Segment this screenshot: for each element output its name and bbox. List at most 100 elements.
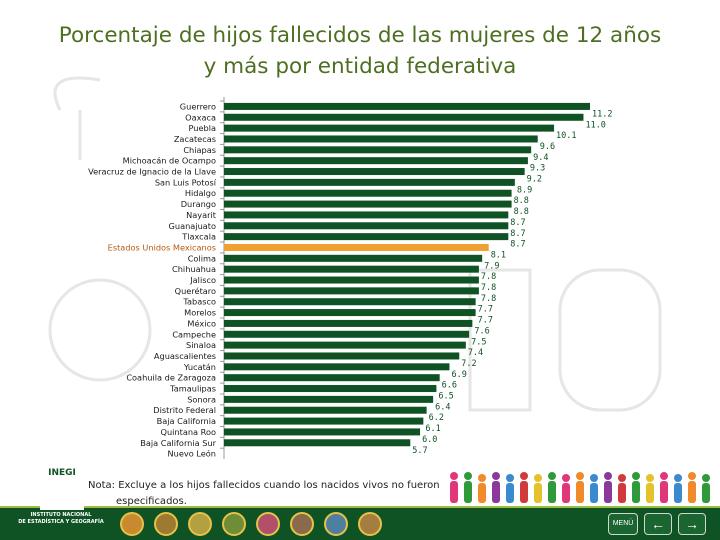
category-label: Oaxaca xyxy=(185,112,216,122)
bar xyxy=(224,352,460,360)
topic-icon-6[interactable] xyxy=(290,512,314,536)
data-label: 8.7 xyxy=(510,229,525,239)
next-arrow-icon[interactable]: → xyxy=(678,513,706,535)
menu-button[interactable]: MENÚ xyxy=(608,513,638,535)
topic-icon-2[interactable] xyxy=(154,512,178,536)
bar xyxy=(224,200,512,208)
category-label: Aguascalientes xyxy=(154,351,216,361)
bar xyxy=(224,417,424,425)
logo-text: INEGI xyxy=(48,468,76,478)
category-label: Morelos xyxy=(184,308,216,318)
category-label: Nuevo León xyxy=(168,449,216,459)
category-label: Querétaro xyxy=(175,286,216,296)
data-label: 7.7 xyxy=(478,316,493,326)
bar xyxy=(224,254,483,262)
category-label: Nayarit xyxy=(186,210,217,220)
topic-icon-4[interactable] xyxy=(222,512,246,536)
topic-icon-5[interactable] xyxy=(256,512,280,536)
data-label: 9.2 xyxy=(527,175,542,185)
category-label: Michoacán de Ocampo xyxy=(123,156,216,166)
category-label: Jalisco xyxy=(189,275,216,285)
category-label: Baja California xyxy=(157,416,216,426)
data-label: 9.6 xyxy=(540,142,555,152)
category-label: Chiapas xyxy=(183,145,216,155)
category-label: Sinaloa xyxy=(186,340,216,350)
data-label: 8.7 xyxy=(510,218,525,228)
data-label: 5.7 xyxy=(412,446,427,456)
category-label: Estados Unidos Mexicanos xyxy=(108,242,216,252)
data-label: 7.7 xyxy=(478,305,493,315)
category-label: Campeche xyxy=(172,329,216,339)
category-label: Tlaxcala xyxy=(181,232,216,242)
category-label: Durango xyxy=(181,199,216,209)
data-label: 7.5 xyxy=(471,337,486,347)
data-label: 6.2 xyxy=(429,413,444,423)
title-line-1: Porcentaje de hijos fallecidos de las mu… xyxy=(58,23,662,48)
logo-box xyxy=(40,466,84,510)
topic-icon-1[interactable] xyxy=(120,512,144,536)
data-label: 8.8 xyxy=(514,196,529,206)
bar xyxy=(224,309,476,317)
category-label: Chihuahua xyxy=(172,264,216,274)
bar xyxy=(224,168,525,176)
page-title: Porcentaje de hijos fallecidos de las mu… xyxy=(0,20,720,82)
category-label: Zacatecas xyxy=(174,134,216,144)
bar xyxy=(224,102,590,110)
bar xyxy=(224,374,440,382)
footer-accent-bar xyxy=(0,506,720,509)
prev-arrow-icon[interactable]: ← xyxy=(644,513,672,535)
category-label: Quintana Roo xyxy=(161,427,216,437)
category-label: Yucatán xyxy=(183,362,216,372)
category-label: Sonora xyxy=(187,394,216,404)
category-label: Guanajuato xyxy=(169,221,216,231)
people-figures-decoration xyxy=(450,472,710,503)
data-label: 6.1 xyxy=(425,424,440,434)
institution-name: INSTITUTO NACIONAL DE ESTADÍSTICA Y GEOG… xyxy=(6,512,116,526)
footnote-line-2: especificados. xyxy=(116,496,187,507)
data-label: 7.9 xyxy=(484,261,499,271)
bar xyxy=(224,189,512,197)
bar xyxy=(224,135,538,143)
bar xyxy=(224,276,479,284)
category-label: Guerrero xyxy=(180,101,216,111)
data-label: 7.2 xyxy=(461,359,476,369)
data-label: 7.6 xyxy=(474,326,489,336)
data-label: 10.1 xyxy=(556,131,576,141)
bar xyxy=(224,385,437,393)
title-line-2: y más por entidad federativa xyxy=(203,54,517,79)
bar xyxy=(224,146,532,154)
data-label: 6.0 xyxy=(422,435,437,445)
data-label: 11.2 xyxy=(592,109,612,119)
inegi-logo: INEGI INSTITUTO NACIONAL DE ESTADÍSTICA … xyxy=(6,462,116,540)
bar xyxy=(224,341,466,349)
bar xyxy=(224,178,515,186)
bar xyxy=(224,439,411,447)
bar xyxy=(224,157,528,165)
data-label: 8.8 xyxy=(514,207,529,217)
category-label: Tabasco xyxy=(182,297,216,307)
topic-icon-7[interactable] xyxy=(324,512,348,536)
footnote: Nota: Excluye a los hijos fallecidos cua… xyxy=(88,478,448,510)
bar xyxy=(224,428,421,436)
category-label: Colima xyxy=(188,253,216,263)
topic-icon-3[interactable] xyxy=(188,512,212,536)
category-label: Baja California Sur xyxy=(140,438,216,448)
category-label: Puebla xyxy=(188,123,216,133)
topic-icon-8[interactable] xyxy=(358,512,382,536)
category-label: Tamaulipas xyxy=(169,384,216,394)
institution-name-line-1: INSTITUTO NACIONAL xyxy=(30,512,92,518)
category-label: Distrito Federal xyxy=(153,405,216,415)
data-label: 6.4 xyxy=(435,402,450,412)
category-label: Veracruz de Ignacio de la Llave xyxy=(88,167,216,177)
data-label: 8.7 xyxy=(510,240,525,250)
institution-name-line-2: DE ESTADÍSTICA Y GEOGRAFÍA xyxy=(18,519,104,525)
data-label: 7.8 xyxy=(481,283,496,293)
bar xyxy=(224,243,489,251)
bar xyxy=(224,124,555,132)
data-label: 9.4 xyxy=(533,153,548,163)
bar xyxy=(224,222,509,230)
category-label: San Luis Potosí xyxy=(155,177,217,187)
bar xyxy=(224,298,476,306)
bar xyxy=(224,330,470,338)
data-label: 8.9 xyxy=(517,185,532,195)
